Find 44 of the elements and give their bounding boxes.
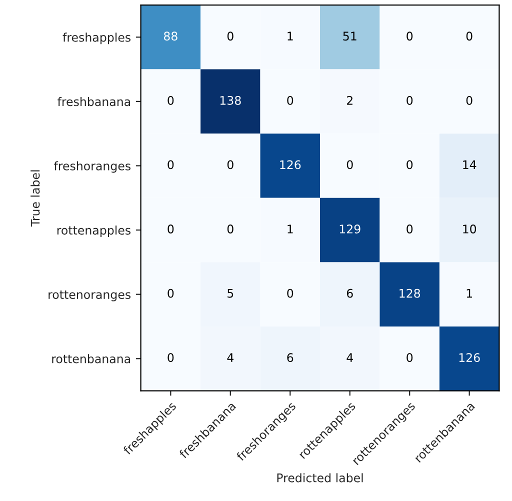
data-label: 2 [346, 96, 352, 105]
data-label: 6 [346, 288, 353, 298]
y-tick-label: rottenapples [57, 226, 130, 237]
data-label: 0 [227, 224, 234, 234]
y-tick-label: freshapples [62, 32, 130, 44]
data-label: 0 [406, 96, 413, 105]
data-label: 0 [406, 32, 413, 41]
data-label: 126 [459, 353, 480, 362]
data-label: 4 [227, 353, 234, 362]
y-tick-label: freshbanana [58, 96, 130, 106]
y-tick-label: rottenoranges [48, 290, 130, 302]
data-label: 5 [228, 288, 234, 298]
data-label: 0 [168, 353, 174, 362]
data-label: 0 [287, 288, 294, 298]
data-label: 88 [164, 32, 178, 41]
data-label: 4 [346, 353, 353, 362]
data-label: 0 [406, 224, 413, 234]
data-label: 129 [340, 224, 360, 234]
x-axis-title: Predicted label [277, 473, 363, 482]
y-axis-title: True label [30, 170, 40, 227]
data-label: 0 [168, 160, 174, 170]
data-label: 126 [280, 160, 301, 170]
data-label: 10 [463, 224, 476, 234]
data-label: 0 [466, 32, 472, 41]
y-tick-label: freshoranges [54, 161, 130, 173]
data-label: 128 [400, 288, 420, 298]
data-label: 1 [466, 288, 472, 298]
data-label: 0 [466, 96, 472, 105]
data-label: 51 [343, 32, 356, 41]
data-label: 0 [168, 288, 174, 298]
data-label: 0 [227, 160, 234, 170]
data-label: 14 [463, 160, 476, 170]
data-label: 0 [406, 160, 413, 170]
data-label: 6 [287, 353, 294, 362]
data-label: 0 [406, 353, 413, 362]
y-tick-label: rottenbanana [52, 354, 130, 364]
data-label: 0 [168, 96, 174, 105]
data-label: 0 [287, 96, 294, 105]
data-label: 1 [288, 32, 293, 40]
data-label: 0 [227, 32, 234, 41]
data-label: 138 [220, 96, 241, 105]
data-label: 0 [346, 160, 353, 170]
data-label: 1 [288, 224, 293, 234]
data-label: 0 [168, 224, 174, 234]
